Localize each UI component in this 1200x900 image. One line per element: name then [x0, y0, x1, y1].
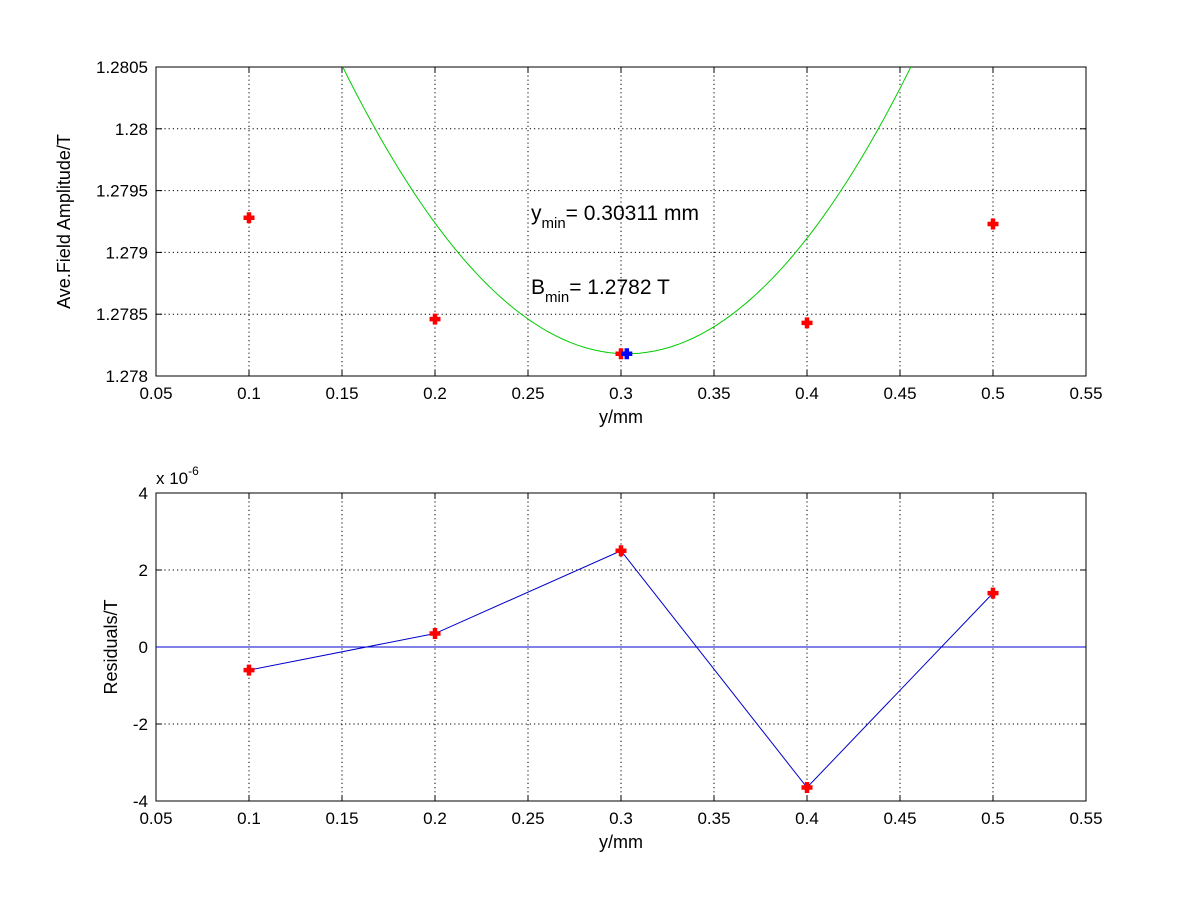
top-grid — [156, 67, 1086, 376]
bottom-x-tick-label: 0.1 — [237, 809, 261, 828]
bottom-x-tick-label: 0.5 — [981, 809, 1005, 828]
top-x-tick-label: 0.1 — [237, 384, 261, 403]
annotation-subscript: min — [542, 215, 566, 232]
bottom-residual-point — [429, 628, 441, 640]
bottom-x-tick-label: 0.35 — [697, 809, 730, 828]
top-data-point — [987, 218, 999, 230]
top-x-tick-label: 0.2 — [423, 384, 447, 403]
annotation-value: = 0.30311 mm — [566, 202, 699, 225]
top-y-tick-label: 1.2795 — [96, 182, 148, 201]
top-data-point — [243, 212, 255, 224]
annotation-value: = 1.2782 T — [569, 276, 670, 299]
bottom-x-tick-label: 0.2 — [423, 809, 447, 828]
top-x-tick-label: 0.35 — [697, 384, 730, 403]
annotation-subscript: min — [545, 289, 569, 306]
top-x-tick-label: 0.5 — [981, 384, 1005, 403]
bottom-x-tick-label: 0.3 — [609, 809, 633, 828]
top-x-tick-label: 0.45 — [883, 384, 916, 403]
top-y-tick-label: 1.279 — [105, 243, 148, 262]
bottom-y-axis-label: Residuals/T — [101, 599, 121, 694]
top-y-tick-label: 1.2785 — [96, 305, 148, 324]
bottom-x-tick-label: 0.55 — [1069, 809, 1102, 828]
bottom-x-tick-label: 0.4 — [795, 809, 819, 828]
top-data-point — [801, 317, 813, 329]
top-y-tick-label: 1.28 — [115, 120, 148, 139]
bottom-residual-point — [615, 545, 627, 557]
bottom-plot: 0.05 0.1 0.15 0.2 0.25 0.3 0.35 0.4 0.45 0.5 0.55 -… — [101, 464, 1103, 852]
bottom-scale-factor: x 10-6 — [156, 464, 199, 488]
annotation-y-min: ymin= 0.30311 mm — [531, 202, 699, 232]
bottom-residual-point — [987, 587, 999, 599]
bottom-residual-point — [243, 664, 255, 676]
bottom-y-tick-label: -4 — [133, 792, 148, 811]
top-y-tick-label: 1.2805 — [96, 58, 148, 77]
bottom-x-tick-label: 0.25 — [511, 809, 544, 828]
top-x-tick-label: 0.25 — [511, 384, 544, 403]
bottom-y-tick-label: 4 — [139, 484, 148, 503]
top-x-tick-label: 0.15 — [325, 384, 358, 403]
bottom-y-tick-label: 2 — [139, 561, 148, 580]
bottom-y-tick-label: -2 — [133, 715, 148, 734]
top-x-tick-label: 0.4 — [795, 384, 819, 403]
top-x-tick-label: 0.05 — [139, 384, 172, 403]
bottom-x-axis-label: y/mm — [599, 832, 643, 852]
top-y-axis-label: Ave.Field Amplitude/T — [54, 134, 74, 309]
top-x-axis-label: y/mm — [599, 407, 643, 427]
annotation-main: y — [531, 202, 542, 225]
annotation-main: B — [531, 276, 545, 299]
bottom-x-tick-label: 0.45 — [883, 809, 916, 828]
top-plot: 0.05 0.1 0.15 0.2 0.25 0.3 0.35 0.4 0.45 0.5 0.55 1… — [54, 58, 1103, 427]
bottom-x-tick-label: 0.05 — [139, 809, 172, 828]
top-y-tick-label: 1.278 — [105, 367, 148, 386]
annotation-b-min: Bmin= 1.2782 T — [531, 276, 670, 306]
top-minimum-point — [621, 348, 633, 360]
top-x-tick-label: 0.55 — [1069, 384, 1102, 403]
bottom-x-tick-label: 0.15 — [325, 809, 358, 828]
bottom-y-tick-label: 0 — [139, 638, 148, 657]
bottom-grid — [156, 493, 1086, 801]
scale-base: x 10 — [156, 469, 188, 488]
top-data-point — [429, 313, 441, 325]
top-x-tick-label: 0.3 — [609, 384, 633, 403]
scale-exponent: -6 — [188, 464, 199, 478]
bottom-residual-point — [801, 782, 813, 794]
